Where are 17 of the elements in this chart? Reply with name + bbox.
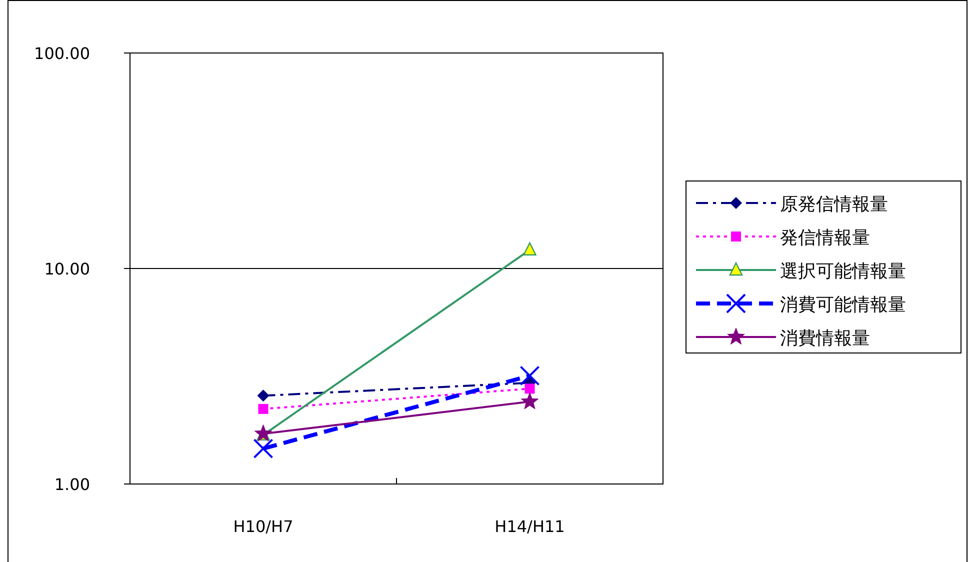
y-tick-label: 10.00	[44, 260, 90, 278]
x-tick-label: H10/H7	[233, 517, 294, 536]
point	[520, 392, 539, 410]
legend-label: 発信情報量	[780, 228, 870, 248]
legend-label: 消費可能情報量	[780, 294, 906, 316]
y-tick-label: 1.00	[54, 475, 90, 494]
point	[520, 366, 540, 386]
legend-label: 原発信情報量	[780, 194, 888, 215]
point	[253, 438, 274, 459]
point	[523, 242, 536, 256]
y-tick-label: 100.00	[34, 44, 90, 63]
point	[257, 390, 270, 402]
point	[524, 384, 535, 394]
legend-label: 消費情報量	[780, 328, 870, 349]
legend-label: 選択可能情報量	[780, 261, 906, 282]
x-tick-label: H14/H11	[494, 517, 565, 536]
point	[258, 404, 268, 414]
